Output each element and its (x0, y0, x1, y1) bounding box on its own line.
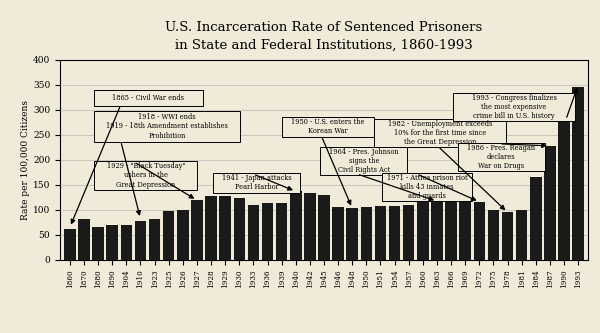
Bar (233, 198, 245, 260)
FancyBboxPatch shape (458, 143, 545, 171)
Bar (149, 219, 160, 260)
Bar (502, 212, 514, 260)
Text: in State and Federal Institutions, 1860-1993: in State and Federal Institutions, 1860-… (175, 39, 473, 52)
Text: 1993 - Congress finalizes
the most expensive
crime bill in U.S. history: 1993 - Congress finalizes the most expen… (472, 94, 557, 120)
Bar (473, 202, 485, 260)
Bar (163, 211, 175, 260)
Bar (558, 113, 570, 260)
Bar (374, 206, 386, 260)
FancyBboxPatch shape (94, 111, 239, 142)
Text: 1982 - Unemployment exceeds
10% for the first time since
the Great Depression: 1982 - Unemployment exceeds 10% for the … (388, 120, 493, 146)
Bar (460, 201, 471, 260)
Bar (516, 210, 527, 260)
Bar (64, 229, 76, 260)
Bar (403, 205, 415, 260)
Bar (106, 225, 118, 260)
Bar (346, 208, 358, 260)
Text: 1950 - U.S. enters the
Korean War: 1950 - U.S. enters the Korean War (291, 118, 365, 136)
Bar (318, 195, 330, 260)
Bar (431, 201, 443, 260)
Bar (92, 227, 104, 260)
FancyBboxPatch shape (94, 161, 197, 190)
Text: 1986 - Pres. Reagan
declares
War on Drugs: 1986 - Pres. Reagan declares War on Drug… (467, 144, 535, 170)
Text: 1964 - Pres. Johnson
signs the
Civil Rights Act: 1964 - Pres. Johnson signs the Civil Rig… (329, 148, 398, 174)
Bar (361, 207, 372, 260)
Bar (290, 191, 302, 260)
Text: 1941 - Japan attacks
Pearl Harbor: 1941 - Japan attacks Pearl Harbor (222, 174, 292, 191)
Bar (220, 196, 231, 260)
FancyBboxPatch shape (282, 117, 374, 137)
FancyBboxPatch shape (213, 173, 300, 193)
Bar (417, 201, 428, 260)
Bar (544, 146, 556, 260)
Bar (276, 203, 287, 260)
Bar (262, 203, 274, 260)
Bar (332, 207, 344, 260)
Text: 1865 - Civil War ends: 1865 - Civil War ends (112, 94, 184, 102)
FancyBboxPatch shape (374, 119, 506, 147)
FancyBboxPatch shape (320, 147, 407, 175)
Bar (248, 205, 259, 260)
Bar (445, 202, 457, 260)
Text: U.S. Incarceration Rate of Sentenced Prisoners: U.S. Incarceration Rate of Sentenced Pri… (166, 21, 482, 34)
Bar (304, 193, 316, 260)
Bar (121, 225, 132, 260)
Text: 1971 - Attica prison riot
kills 43 inmates
and guards: 1971 - Attica prison riot kills 43 inmat… (386, 173, 467, 200)
Bar (191, 200, 203, 260)
Bar (205, 196, 217, 260)
Text: 1918 - WWI ends
1919 - 18th Amendment establishes
Prohibition: 1918 - WWI ends 1919 - 18th Amendment es… (106, 113, 228, 140)
FancyBboxPatch shape (454, 93, 575, 121)
FancyBboxPatch shape (382, 173, 472, 201)
Text: 1929 - "Black Tuesday"
ushers in the
Great Depression: 1929 - "Black Tuesday" ushers in the Gre… (107, 162, 185, 188)
Bar (134, 221, 146, 260)
FancyBboxPatch shape (94, 90, 203, 106)
Bar (572, 87, 584, 260)
Bar (78, 219, 90, 260)
Bar (177, 210, 188, 260)
Bar (488, 210, 499, 260)
Bar (389, 206, 400, 260)
Bar (530, 177, 542, 260)
Y-axis label: Rate per 100,000 Citizens: Rate per 100,000 Citizens (21, 100, 30, 220)
